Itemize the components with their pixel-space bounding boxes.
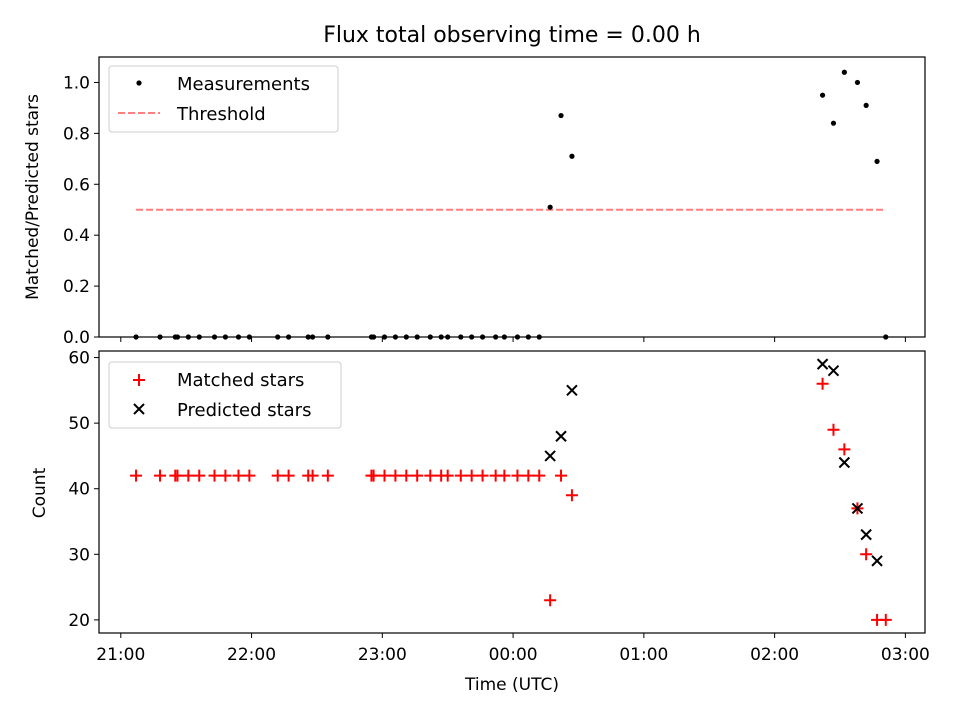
measurement-point bbox=[830, 120, 837, 126]
bottom-legend: Matched stars Predicted stars bbox=[108, 361, 342, 429]
matched-star-point bbox=[193, 469, 206, 482]
bottom-x-ticks: 21:00 22:00 23:00 00:00 01:00 02:00 03:00 bbox=[96, 633, 930, 665]
chart-title: Flux total observing time = 0.00 h bbox=[323, 23, 701, 48]
legend-marker-measurements bbox=[136, 80, 142, 86]
x-tick-label: 21:00 bbox=[96, 645, 145, 665]
bottom-axes-frame bbox=[98, 350, 926, 634]
bottom-panel: 20 30 40 50 60 21:00 22:00 23:00 00:00 01:00 02:0… bbox=[30, 349, 930, 695]
measurement-point bbox=[547, 204, 553, 210]
matched-star-point bbox=[544, 594, 557, 607]
x-tick-label: 22:00 bbox=[227, 645, 276, 665]
bottom-y-axis-label: Count bbox=[30, 467, 50, 518]
bottom-y-tick-label: 40 bbox=[68, 480, 90, 500]
predicted-star-point bbox=[566, 384, 578, 397]
matched-star-point bbox=[838, 443, 851, 456]
matched-star-point bbox=[271, 469, 284, 482]
predicted-star-point bbox=[816, 358, 829, 370]
matched-star-point bbox=[208, 469, 221, 482]
top-axes-frame bbox=[98, 56, 926, 338]
legend-label-matched: Matched stars bbox=[177, 370, 304, 391]
bottom-y-tick-label: 60 bbox=[68, 349, 90, 369]
matched-star-point bbox=[465, 469, 478, 482]
legend-label-threshold: Threshold bbox=[176, 104, 266, 125]
measurement-point bbox=[854, 79, 861, 86]
matched-star-point bbox=[171, 469, 184, 482]
matched-star-point bbox=[522, 469, 535, 482]
bottom-y-tick-label: 20 bbox=[68, 611, 90, 631]
matched-star-point bbox=[321, 469, 334, 482]
top-y-tick-label: 1.0 bbox=[63, 73, 90, 93]
top-y-tick-label: 0.4 bbox=[63, 226, 90, 246]
top-y-tick-label: 0.6 bbox=[63, 175, 90, 195]
measurement-point bbox=[569, 153, 575, 159]
top-y-tick-label: 0.0 bbox=[63, 328, 90, 348]
matched-star-point bbox=[424, 469, 437, 482]
predicted-star-point bbox=[871, 555, 883, 567]
legend-marker-matched bbox=[133, 374, 145, 386]
matched-star-point bbox=[498, 469, 511, 482]
matched-star-point bbox=[367, 469, 380, 482]
matched-star-point bbox=[182, 469, 195, 482]
matched-star-point bbox=[565, 489, 578, 502]
predicted-star-point bbox=[555, 430, 567, 442]
matched-star-point bbox=[555, 469, 568, 482]
bottom-y-ticks: 20 30 40 50 60 bbox=[68, 349, 99, 631]
matched-star-point bbox=[378, 469, 391, 482]
matched-star-point bbox=[306, 469, 319, 482]
x-tick-label: 00:00 bbox=[489, 645, 538, 665]
matched-star-point bbox=[243, 469, 256, 482]
bottom-legend-frame bbox=[108, 361, 342, 429]
matched-star-point bbox=[219, 469, 232, 482]
top-y-ticks: 0.0 0.2 0.4 0.6 0.8 1.0 bbox=[63, 73, 99, 348]
measurement-point bbox=[819, 92, 826, 98]
x-tick-label: 01:00 bbox=[619, 645, 668, 665]
matched-star-point bbox=[441, 469, 454, 482]
matched-star-point bbox=[400, 469, 413, 482]
bottom-y-tick-label: 30 bbox=[68, 545, 90, 565]
predicted-star-point bbox=[544, 450, 556, 462]
matched-star-point bbox=[454, 469, 467, 482]
bottom-y-tick-label: 50 bbox=[68, 414, 90, 434]
matched-star-point bbox=[154, 469, 167, 482]
legend-label-predicted: Predicted stars bbox=[177, 400, 311, 421]
x-tick-label: 02:00 bbox=[750, 645, 799, 665]
top-panel: 0.0 0.2 0.4 0.6 0.8 1.0 Matched/Predicted sta… bbox=[23, 56, 926, 348]
measurement-point bbox=[863, 102, 869, 108]
bottom-plot-area bbox=[130, 358, 892, 626]
matched-star-point bbox=[879, 613, 892, 626]
predicted-star-point bbox=[860, 528, 872, 541]
matched-star-point bbox=[130, 469, 143, 482]
matched-star-point bbox=[860, 548, 873, 561]
matched-star-point bbox=[827, 423, 840, 436]
matched-star-point bbox=[816, 377, 829, 390]
matched-star-point bbox=[232, 469, 245, 482]
predicted-star-point bbox=[827, 364, 840, 377]
matched-star-point bbox=[389, 469, 402, 482]
x-axis-label: Time (UTC) bbox=[464, 675, 559, 695]
predicted-star-point bbox=[838, 456, 851, 469]
top-legend: Measurements Threshold bbox=[108, 65, 339, 133]
x-tick-label: 23:00 bbox=[358, 645, 407, 665]
matched-star-point bbox=[282, 469, 295, 482]
measurement-point bbox=[558, 112, 564, 119]
matched-star-point bbox=[411, 469, 424, 482]
matched-star-point bbox=[533, 469, 546, 482]
top-y-tick-label: 0.2 bbox=[63, 277, 90, 297]
measurement-point bbox=[841, 69, 847, 75]
x-tick-label: 03:00 bbox=[881, 645, 930, 665]
measurement-point bbox=[874, 158, 880, 164]
legend-marker-predicted bbox=[133, 403, 145, 415]
top-y-axis-label: Matched/Predicted stars bbox=[23, 94, 43, 300]
matched-star-point bbox=[476, 469, 489, 482]
matched-star-point bbox=[511, 469, 524, 482]
top-legend-frame bbox=[108, 65, 339, 133]
legend-label-measurements: Measurements bbox=[177, 74, 310, 95]
top-y-tick-label: 0.8 bbox=[63, 124, 90, 144]
predicted-star-point bbox=[851, 502, 864, 515]
